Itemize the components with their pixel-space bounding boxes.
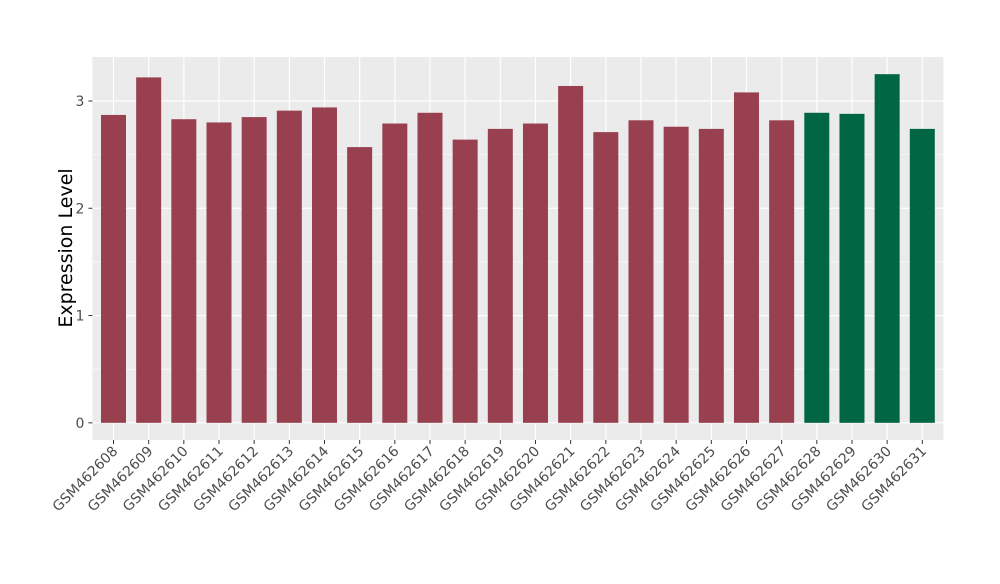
bar-GSM462610 <box>171 119 197 423</box>
plot-panel <box>92 57 944 440</box>
bar-GSM462626 <box>733 92 759 423</box>
bar-GSM462609 <box>136 77 162 423</box>
y-tick-label: 0 <box>75 416 84 432</box>
bar-GSM462628 <box>804 112 830 423</box>
bar-GSM462620 <box>522 123 548 423</box>
bar-GSM462630 <box>874 74 900 423</box>
bar-GSM462625 <box>698 128 724 423</box>
bar-GSM462611 <box>206 122 232 423</box>
bar-GSM462624 <box>663 126 689 423</box>
bar-GSM462621 <box>558 85 584 423</box>
bar-GSM462627 <box>769 120 795 423</box>
y-axis-label: Expression Level <box>55 168 77 327</box>
bar-GSM462623 <box>628 120 654 423</box>
bar-GSM462631 <box>909 128 935 423</box>
bar-GSM462612 <box>241 117 267 423</box>
bar-GSM462618 <box>452 139 478 423</box>
bar-GSM462617 <box>417 112 443 423</box>
bar-GSM462629 <box>839 113 865 423</box>
bar-GSM462608 <box>100 114 126 423</box>
y-tick-label: 2 <box>75 201 84 217</box>
bar-GSM462622 <box>593 132 619 423</box>
y-tick-label: 1 <box>75 309 84 325</box>
bar-GSM462614 <box>311 107 337 423</box>
bar-GSM462619 <box>487 128 513 423</box>
bar-GSM462615 <box>347 147 373 423</box>
bar-GSM462616 <box>382 123 408 423</box>
bar-GSM462613 <box>276 110 302 423</box>
y-tick-label: 3 <box>75 94 84 110</box>
